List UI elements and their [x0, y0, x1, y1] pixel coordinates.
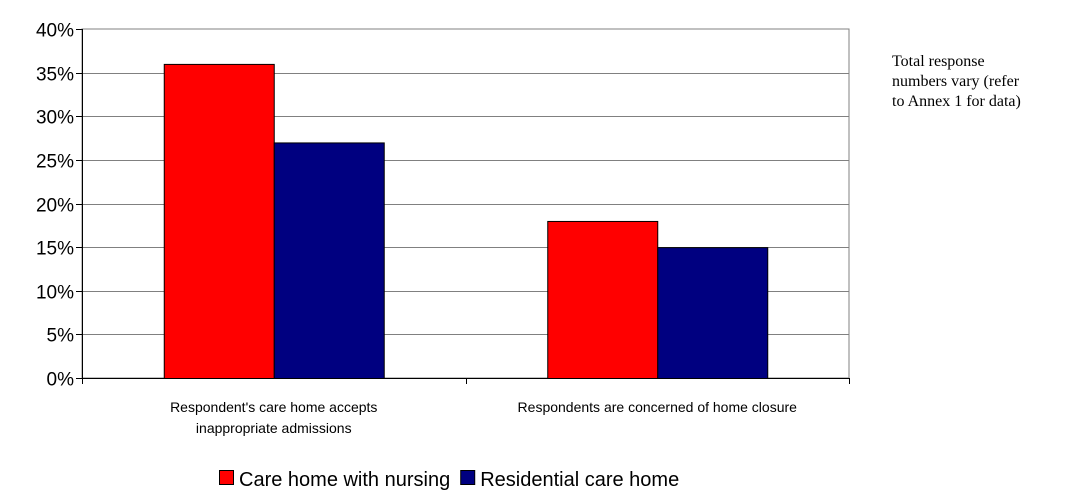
category-label: Respondents are concerned of home closur… — [518, 399, 798, 415]
category-labels: Respondent's care home accepts inappropri… — [170, 399, 797, 436]
y-tick-label: 35% — [36, 65, 74, 86]
y-tick-label: 40% — [36, 21, 74, 42]
category-label: Respondent's care home accepts — [170, 399, 377, 415]
legend-label: Residential care home — [480, 469, 679, 491]
note-line: Total response — [892, 53, 985, 70]
y-tick-label: 20% — [36, 196, 74, 217]
legend-swatch — [460, 470, 476, 485]
bar — [163, 63, 275, 380]
category-label: inappropriate admissions — [196, 420, 352, 436]
y-tick-labels: 0% 5% 10% 15% 20% 25% 30% 35% 40% — [36, 21, 74, 391]
y-tick-label: 10% — [36, 283, 74, 304]
bars — [163, 63, 769, 380]
bar — [547, 220, 659, 379]
response-note: Total response numbers vary (refer to An… — [892, 52, 1077, 112]
y-tick-label: 25% — [36, 152, 74, 173]
legend-label: Care home with nursing — [239, 469, 450, 491]
bar — [273, 142, 385, 379]
y-tick-label: 5% — [47, 326, 75, 347]
bar — [657, 247, 769, 379]
y-tick-label: 0% — [47, 370, 75, 391]
note-line: to Annex 1 for data) — [892, 93, 1021, 110]
legend: Care home with nursing Residential care h… — [219, 469, 679, 491]
legend-swatch — [219, 470, 234, 485]
note-line: numbers vary (refer — [892, 73, 1020, 90]
axes — [76, 29, 850, 384]
y-tick-label: 30% — [36, 108, 74, 129]
y-tick-label: 15% — [36, 239, 74, 260]
